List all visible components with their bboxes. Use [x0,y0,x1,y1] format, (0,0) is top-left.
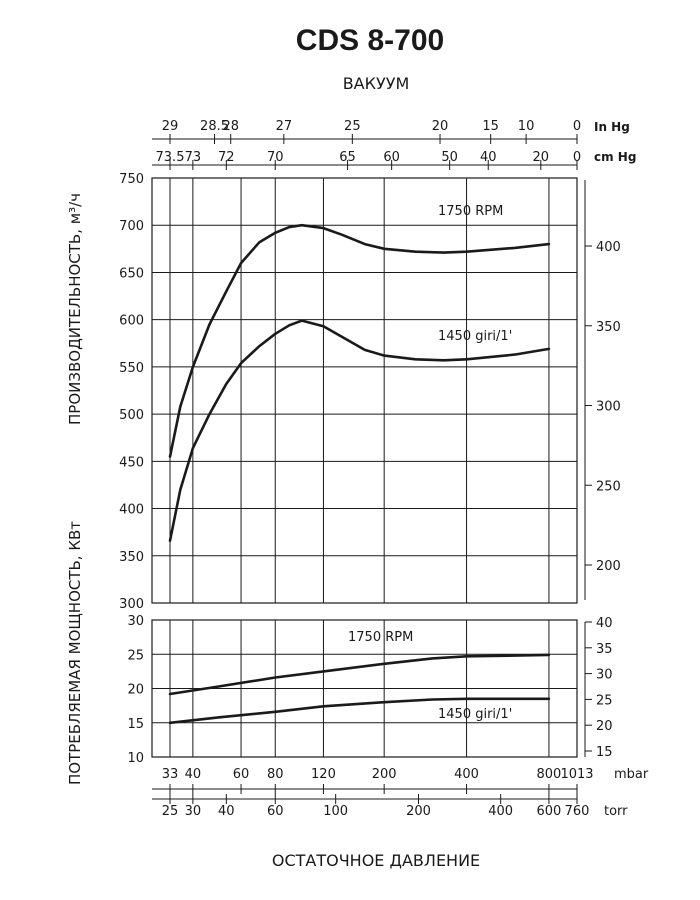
mbar-tick-label: 400 [454,767,479,782]
torr-tick-label: 60 [267,804,284,819]
torr-tick-label: 200 [406,804,431,819]
capacity-right-tick-label: 400 [596,240,621,255]
inhg-tick-label: 29 [162,119,179,134]
power-curve-1750 [168,653,551,696]
power-tick-label: 20 [127,683,144,698]
cmhg-tick-label: 70 [267,150,284,165]
capacity-right-tick-label: 300 [596,400,621,415]
mbar-unit-label: mbar [614,767,649,782]
torr-unit-label: torr [604,804,628,819]
capacity-tick-label: 750 [119,172,144,187]
capacity-tick-label: 500 [119,408,144,423]
mbar-tick-label: 800 [537,767,562,782]
inhg-tick-label: 10 [518,119,535,134]
capacity-tick-label: 550 [119,361,144,376]
power-tick-label: 25 [127,648,144,663]
mbar-tick-label: 1013 [560,767,593,782]
inhg-tick-label: 27 [276,119,293,134]
chart-title: CDS 8-700 [296,24,444,57]
power-tick-label: 30 [127,614,144,629]
mbar-tick-label: 120 [311,767,336,782]
capacity-right-tick-label: 250 [596,479,621,494]
capacity-label-1750: 1750 RPM [438,204,503,219]
capacity-axis-label: ПРОИЗВОДИТЕЛЬНОСТЬ, м³/ч [66,193,84,425]
series-layer: 1750 RPM 1450 giri/1' 1750 RPM 1450 giri/1' [168,204,551,725]
power-right-tick-label: 40 [596,616,613,631]
cmhg-tick-label: 0 [573,150,581,165]
power-axis-label: ПОТРЕБЛЯЕМАЯ МОЩНОСТЬ, КВт [66,521,84,785]
capacity-tick-label: 300 [119,597,144,612]
capacity-tick-label: 650 [119,266,144,281]
inhg-tick-label: 15 [482,119,499,134]
axis-layer: 3003504004505005506006507007501015202530… [119,119,649,819]
torr-tick-label: 40 [218,804,235,819]
cmhg-tick-label: 73.5 [156,150,185,165]
inhg-tick-label: 0 [573,119,581,134]
mbar-tick-label: 40 [185,767,202,782]
mbar-tick-label: 200 [372,767,397,782]
capacity-tick-label: 700 [119,219,144,234]
power-label-1750: 1750 RPM [348,630,413,645]
grid-layer [151,177,578,758]
power-right-tick-label: 35 [596,642,613,657]
cmhg-unit-label: cm Hg [594,150,636,164]
mbar-tick-label: 33 [162,767,179,782]
torr-tick-label: 30 [185,804,202,819]
torr-tick-label: 100 [323,804,348,819]
capacity-curve-1450 [168,319,551,542]
power-tick-label: 15 [127,717,144,732]
cmhg-tick-label: 60 [383,150,400,165]
mbar-tick-label: 60 [233,767,250,782]
capacity-right-tick-label: 350 [596,320,621,335]
cmhg-tick-label: 20 [533,150,550,165]
cmhg-tick-label: 40 [480,150,497,165]
capacity-curve-1750 [168,223,551,458]
torr-tick-label: 760 [565,804,590,819]
inhg-tick-label: 20 [432,119,449,134]
inhg-unit-label: In Hg [594,120,630,134]
inhg-tick-label: 25 [344,119,361,134]
cmhg-tick-label: 50 [441,150,458,165]
capacity-tick-label: 450 [119,455,144,470]
capacity-tick-label: 350 [119,550,144,565]
cmhg-tick-label: 73 [185,150,202,165]
torr-tick-label: 600 [537,804,562,819]
cmhg-tick-label: 65 [339,150,356,165]
capacity-plot-frame [151,177,578,604]
capacity-label-1450: 1450 giri/1' [438,329,512,344]
vacuum-axis-title: ВАКУУМ [343,74,410,93]
cmhg-tick-label: 72 [218,150,235,165]
inhg-tick-label: 28 [222,119,239,134]
power-right-tick-label: 25 [596,693,613,708]
mbar-tick-label: 80 [267,767,284,782]
capacity-tick-label: 600 [119,314,144,329]
power-right-tick-label: 20 [596,719,613,734]
torr-tick-label: 400 [488,804,513,819]
capacity-tick-label: 400 [119,503,144,518]
power-right-tick-label: 15 [596,745,613,760]
pressure-axis-title: ОСТАТОЧНОЕ ДАВЛЕНИЕ [272,851,480,870]
power-tick-label: 10 [127,751,144,766]
power-curve-1450 [168,697,551,725]
power-label-1450: 1450 giri/1' [438,707,512,722]
torr-tick-label: 25 [162,804,179,819]
inhg-tick-label: 28.5 [200,119,229,134]
power-right-tick-label: 30 [596,668,613,683]
capacity-right-tick-label: 200 [596,559,621,574]
